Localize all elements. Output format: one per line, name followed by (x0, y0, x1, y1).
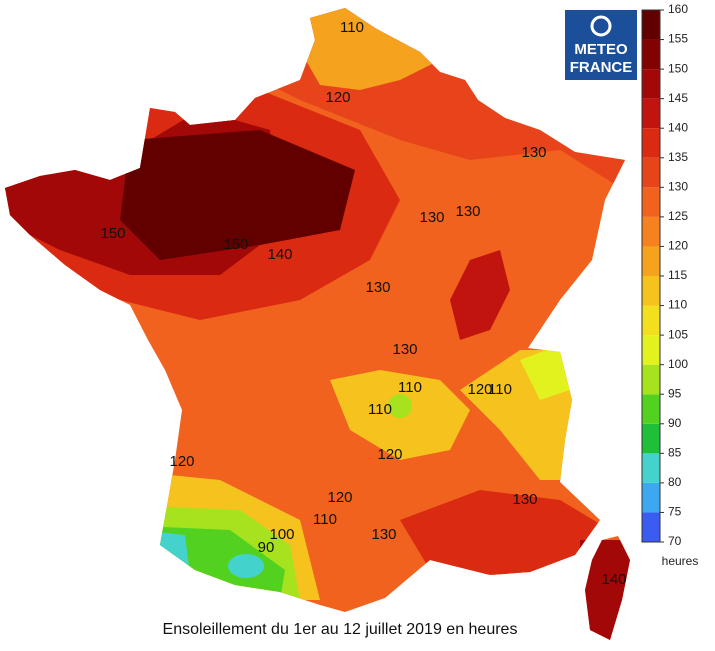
color-band (642, 394, 660, 424)
contour-label: 110 (313, 511, 337, 528)
contour-label: 140 (601, 571, 626, 588)
contour-label: 110 (340, 19, 364, 36)
color-band (642, 512, 660, 542)
contour-label: 150 (100, 225, 125, 242)
tick-label: 155 (668, 32, 688, 46)
color-band (642, 157, 660, 188)
contour-label: 110 (368, 401, 392, 418)
tick-label: 145 (668, 91, 688, 105)
tick-label: 100 (668, 357, 688, 371)
caption: Ensoleillement du 1er au 12 juillet 2019… (163, 621, 518, 638)
tick-label: 150 (668, 61, 688, 75)
contour-label: 130 (455, 203, 480, 220)
contour-label: 130 (512, 491, 537, 508)
tick-label: 130 (668, 180, 688, 194)
color-band (642, 246, 660, 276)
contour-label: 130 (392, 341, 417, 358)
colorbar: 70 75 80 85 90 95 100 105 110 115 120 125 130 135 140 1… (641, 2, 688, 548)
tick-label: 135 (668, 150, 688, 164)
color-band (642, 69, 660, 99)
color-band (642, 187, 660, 217)
color-band (642, 39, 660, 70)
tick-label: 95 (668, 386, 682, 400)
color-band (642, 335, 660, 365)
contour-label: 130 (521, 144, 546, 161)
tick-label: 120 (668, 239, 688, 253)
logo-line: FRANCE (570, 59, 633, 76)
tick-label: 80 (668, 475, 682, 489)
tick-label: 140 (668, 120, 688, 134)
contour-label: 120 (377, 446, 402, 463)
contour-label: 120 (327, 489, 352, 506)
legend-unit: heures (662, 554, 699, 568)
sunshine-field (5, 8, 630, 640)
contour-label: 150 (223, 236, 248, 253)
contour-label: 90 (258, 539, 275, 556)
color-band (642, 364, 660, 395)
color-band (642, 216, 660, 247)
logo: METEO FRANCE (565, 10, 637, 80)
color-band (642, 98, 660, 129)
contour-label: 100 (269, 526, 294, 543)
tick-label: 85 (668, 446, 682, 460)
color-band (642, 305, 660, 336)
contour-label: 110 (488, 381, 512, 398)
contour-label: 140 (267, 246, 292, 263)
tick-label: 90 (668, 416, 682, 430)
color-band (642, 453, 660, 483)
contour-label: 130 (365, 279, 390, 296)
tick-label: 70 (668, 534, 682, 548)
tick-label: 160 (668, 2, 688, 16)
tick-label: 115 (668, 268, 687, 282)
contour-label: 120 (467, 381, 492, 398)
color-band (642, 276, 660, 306)
contour-label: 130 (419, 209, 444, 226)
tick-label: 110 (668, 298, 687, 312)
contour-label: 120 (169, 453, 194, 470)
color-band (642, 128, 660, 158)
logo-line: METEO (574, 41, 628, 58)
tick-label: 125 (668, 209, 688, 223)
contour-label: 120 (325, 89, 350, 106)
contour-label: 110 (398, 379, 422, 396)
tick-label: 105 (668, 327, 688, 341)
contour-label: 130 (371, 526, 396, 543)
color-band (642, 423, 660, 454)
color-band (642, 10, 660, 40)
contour-labels: 1101201301301301501501401301301101101201… (100, 19, 626, 588)
tick-label: 75 (668, 505, 682, 519)
color-band (642, 482, 660, 513)
